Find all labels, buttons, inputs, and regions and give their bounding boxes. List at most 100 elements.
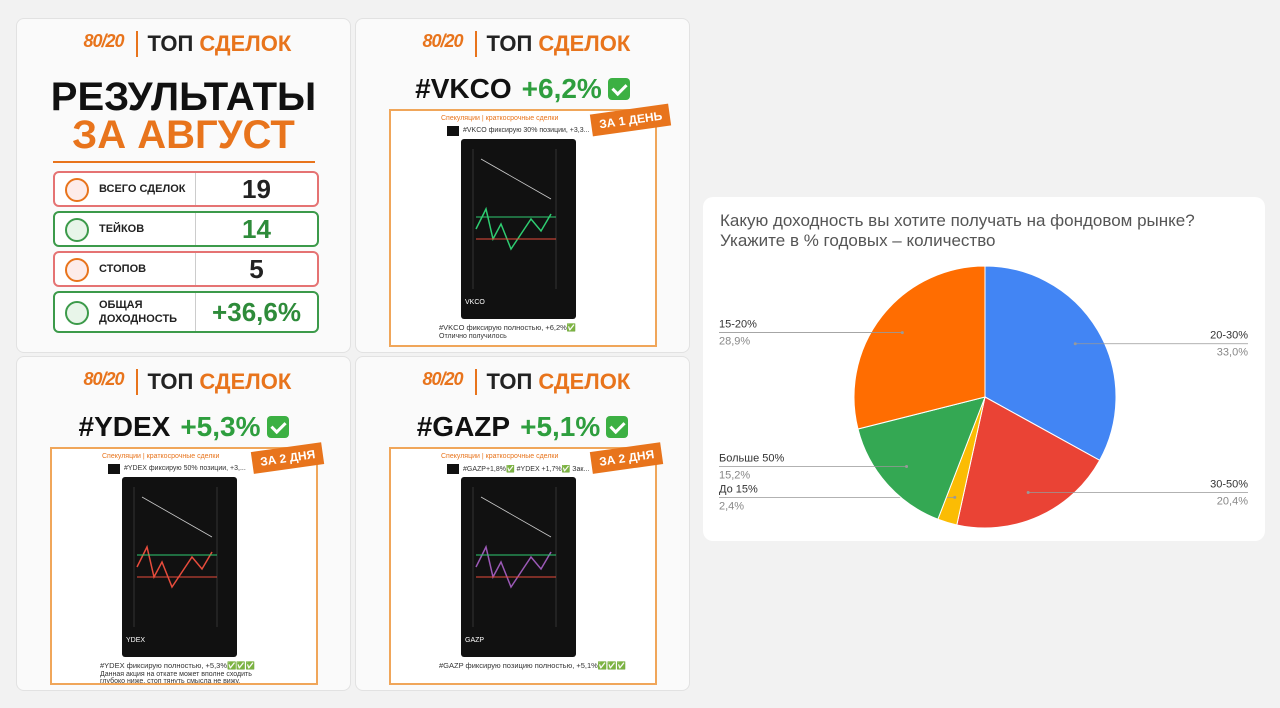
slice-label: 15-20% [719,319,757,331]
stat-icon [65,218,89,242]
post-comment: Данная акция на откате может вполне сход… [100,671,252,683]
leader-dot [905,464,909,468]
logo-separator [135,31,138,57]
post-caption: #YDEX фиксирую полностью, +5,3%✅✅✅ [100,661,256,670]
post-comment: Отлично получилось [439,333,507,340]
pie-slice [956,396,1101,529]
leader-dot [1026,490,1030,494]
avatar [108,464,120,474]
post-screenshot: Спекуляции | краткосрочные сделки #GAZP+1… [389,447,657,685]
stat-label: ТЕЙКОВ [99,223,145,235]
trade-card: 80/20 ТОП СДЕЛОК #GAZP +5,1% Спекуляции | кра… [355,356,690,691]
logo-separator [135,369,138,395]
stat-label: СТОПОВ [99,263,147,275]
brand: ТОП СДЕЛОК [148,31,292,57]
ticker: #YDEX [78,411,171,442]
results-card: 80/20 ТОП СДЕЛОК РЕЗУЛЬТАТЫ ЗА АВГУСТ ВСЕГО С… [16,18,351,353]
slice-label: 30-50% [1210,478,1248,490]
stat-row: ТЕЙКОВ 14 [53,211,319,247]
logo: 80/20 [83,31,125,51]
ticker-line: #VKCO +6,2% [356,73,689,105]
brand-accent: СДЕЛОК [199,31,292,56]
chart-screenshot: YDEX [122,477,237,657]
trade-card: 80/20 ТОП СДЕЛОК #VKCO +6,2% Спекуляции | кра… [355,18,690,353]
post-caption: #VKCO фиксирую полностью, +6,2%✅ [439,323,577,332]
channel-name: Спекуляции | краткосрочные сделки [441,453,559,460]
leader-dot [953,495,957,499]
channel-name: Спекуляции | краткосрочные сделки [102,453,220,460]
brand-word: ТОП [147,369,194,394]
slice-label: 20-30% [1210,330,1248,342]
stat-row: ОБЩАЯ ДОХОДНОСТЬ +36,6% [53,291,319,333]
chart-ticker: VKCO [465,299,485,306]
brand-accent: СДЕЛОК [199,369,292,394]
change: +5,1% [520,411,601,442]
brand: ТОП СДЕЛОК [487,31,631,57]
ticker-line: #YDEX +5,3% [17,411,350,443]
logo: 80/20 [422,31,464,51]
stat-label: ВСЕГО СДЕЛОК [99,183,186,195]
chart-screenshot: VKCO [461,139,576,319]
leader-dot [900,331,904,335]
chart-image [472,487,557,627]
check-icon [606,416,629,438]
slice-value: 20,4% [1217,495,1248,507]
results-subtitle: ЗА АВГУСТ [72,113,295,157]
stat-icon [65,178,89,202]
brand-word: ТОП [147,31,194,56]
ticker: #VKCO [415,73,512,104]
brand: ТОП СДЕЛОК [487,369,631,395]
stat-value: +36,6% [195,293,317,331]
logo-separator [474,31,477,57]
check-icon [607,78,630,100]
chart-ticker: YDEX [126,637,146,644]
check-icon [266,416,289,438]
stat-value: 5 [195,253,317,285]
slice-label: До 15% [719,483,758,495]
pie-chart: 20-30% 33,0% 30-50% 20,4% До 15% 2,4% Больше 5… [719,265,1248,529]
slice-value: 15,2% [719,469,750,481]
poll-card: Какую доходность вы хотите получать на ф… [703,197,1265,541]
trade-card: 80/20 ТОП СДЕЛОК #YDEX +5,3% Спекуляции | кра… [16,356,351,691]
pie-slice [853,265,986,430]
post-screenshot: Спекуляции | краткосрочные сделки #YDEX ф… [50,447,318,685]
brand: ТОП СДЕЛОК [148,369,292,395]
chart-image [472,149,557,289]
change: +6,2% [521,73,602,104]
stat-icon [65,301,89,325]
stat-row: ВСЕГО СДЕЛОК 19 [53,171,319,207]
slice-value: 33,0% [1217,347,1248,359]
chart-image [133,487,218,627]
leader-dot [1073,342,1077,346]
slice-label: Больше 50% [719,452,784,464]
slice-value: 28,9% [719,336,750,348]
stat-row: СТОПОВ 5 [53,251,319,287]
avatar [447,126,459,136]
avatar [447,464,459,474]
brand-accent: СДЕЛОК [538,31,631,56]
change: +5,3% [180,411,261,442]
pie-slice [984,265,1117,462]
channel-name: Спекуляции | краткосрочные сделки [441,115,559,122]
chart-ticker: GAZP [465,637,485,644]
chart-screenshot: GAZP [461,477,576,657]
stat-icon [65,258,89,282]
quoted-post: #VKCO фиксирую 30% позиции, +3,3... [463,127,590,134]
quoted-post: #YDEX фиксирую 50% позиции, +3,... [124,465,246,472]
quoted-post: #GAZP+1,8%✅ #YDEX +1,7%✅ Зак... [463,466,590,473]
logo-separator [474,369,477,395]
post-screenshot: Спекуляции | краткосрочные сделки #VKCO ф… [389,109,657,347]
stat-value: 19 [195,173,317,205]
pie-slice [857,396,986,520]
stat-value: 14 [195,213,317,245]
brand-accent: СДЕЛОК [538,369,631,394]
post-caption: #GAZP фиксирую позицию полностью, +5,1%✅… [439,661,626,670]
logo: 80/20 [422,369,464,389]
chart-title: Какую доходность вы хотите получать на ф… [720,211,1195,250]
brand-word: ТОП [486,31,533,56]
stat-label: ОБЩАЯ ДОХОДНОСТЬ [99,299,178,325]
results-title: РЕЗУЛЬТАТЫ [50,75,317,119]
divider [53,161,315,163]
slice-value: 2,4% [719,500,744,512]
